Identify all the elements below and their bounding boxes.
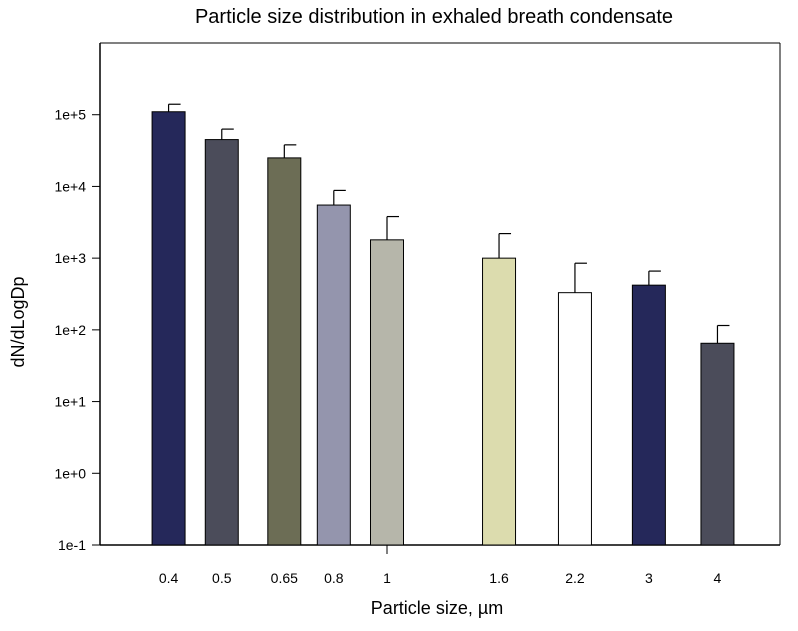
bar bbox=[151, 111, 186, 546]
y-tick-label: 1e+4 bbox=[54, 178, 86, 194]
x-category-label: 2.2 bbox=[565, 570, 585, 586]
x-axis-label: Particle size, µm bbox=[371, 598, 503, 618]
bar bbox=[482, 257, 517, 546]
bar bbox=[369, 239, 404, 546]
error-bar-group bbox=[167, 103, 730, 344]
x-category-label: 0.4 bbox=[159, 570, 179, 586]
x-category-label: 0.8 bbox=[324, 570, 344, 586]
x-category-label: 4 bbox=[714, 570, 722, 586]
bar bbox=[700, 342, 735, 546]
x-category-label: 3 bbox=[645, 570, 653, 586]
y-axis-label: dN/dLogDp bbox=[8, 276, 28, 367]
bar bbox=[204, 139, 239, 546]
y-tick-label: 1e+0 bbox=[54, 465, 86, 481]
x-category-label: 0.5 bbox=[212, 570, 232, 586]
bar-group bbox=[151, 111, 735, 546]
bar bbox=[631, 284, 666, 546]
x-category-label: 0.65 bbox=[271, 570, 298, 586]
y-tick-label: 1e-1 bbox=[58, 537, 86, 553]
bar bbox=[267, 157, 302, 546]
y-tick-label: 1e+5 bbox=[54, 107, 86, 123]
x-category-label: 1.6 bbox=[489, 570, 509, 586]
chart-title: Particle size distribution in exhaled br… bbox=[195, 6, 673, 28]
plot-area bbox=[99, 42, 781, 546]
bar bbox=[557, 292, 592, 546]
y-axis-ticks: 1e-1 1e+0 1e+1 1e+2 1e+3 1e+4 1e+5 bbox=[54, 107, 100, 553]
bar bbox=[316, 204, 351, 546]
x-category-labels: 0.4 0.5 0.65 0.8 1 1.6 2.2 3 4 bbox=[159, 570, 722, 586]
y-tick-label: 1e+3 bbox=[54, 250, 86, 266]
y-tick-label: 1e+1 bbox=[54, 394, 86, 410]
x-category-label: 1 bbox=[383, 570, 391, 586]
y-tick-label: 1e+2 bbox=[54, 322, 86, 338]
